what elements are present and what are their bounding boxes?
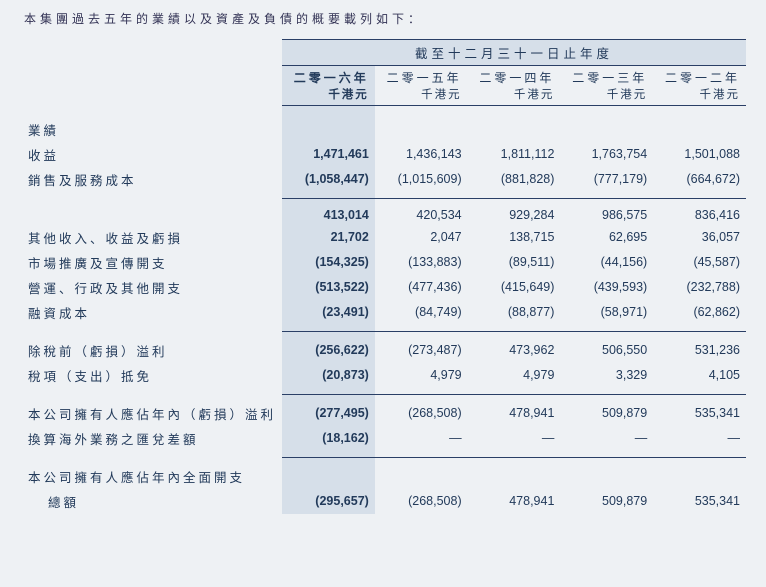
- row-label: 本公司擁有人應佔年內全面開支: [20, 464, 282, 489]
- col-unit-3: 千港元: [566, 86, 647, 102]
- table-cell: 836,416: [653, 205, 746, 225]
- table-cell: 1,763,754: [560, 142, 653, 167]
- table-cell: (1,058,447): [282, 167, 375, 192]
- row-label: 銷售及服務成本: [20, 167, 282, 192]
- table-super-header: 截至十二月三十一日止年度: [282, 40, 746, 66]
- row-label: 總額: [20, 489, 282, 514]
- table-cell: 4,979: [468, 363, 561, 388]
- table-cell: (664,672): [653, 167, 746, 192]
- col-year-1: 二零一五年: [381, 69, 462, 86]
- table-cell: 420,534: [375, 205, 468, 225]
- table-cell: 1,501,088: [653, 142, 746, 167]
- table-cell: 509,879: [560, 489, 653, 514]
- row-section-label: 業績: [20, 106, 282, 142]
- table-cell: 478,941: [468, 489, 561, 514]
- table-cell: (62,862): [653, 300, 746, 325]
- table-cell: 929,284: [468, 205, 561, 225]
- col-unit-1: 千港元: [381, 86, 462, 102]
- table-cell: (477,436): [375, 275, 468, 300]
- table-cell: (84,749): [375, 300, 468, 325]
- row-label: 換算海外業務之匯兌差額: [20, 426, 282, 451]
- row-label: 除稅前（虧損）溢利: [20, 338, 282, 363]
- table-cell: 478,941: [468, 401, 561, 426]
- table-cell: 3,329: [560, 363, 653, 388]
- table-cell: [282, 464, 375, 489]
- row-label: 其他收入、收益及虧損: [20, 225, 282, 250]
- table-cell: —: [560, 426, 653, 451]
- row-label: 本公司擁有人應佔年內（虧損）溢利: [20, 401, 282, 426]
- table-cell: (232,788): [653, 275, 746, 300]
- table-cell: (20,873): [282, 363, 375, 388]
- row-label: 市場推廣及宣傳開支: [20, 250, 282, 275]
- row-label: 稅項（支出）抵免: [20, 363, 282, 388]
- table-cell: (273,487): [375, 338, 468, 363]
- table-cell: 531,236: [653, 338, 746, 363]
- table-cell: (268,508): [375, 401, 468, 426]
- table-cell: 986,575: [560, 205, 653, 225]
- col-year-0: 二零一六年: [288, 69, 369, 86]
- table-cell: 2,047: [375, 225, 468, 250]
- col-unit-2: 千港元: [474, 86, 555, 102]
- row-label: 融資成本: [20, 300, 282, 325]
- intro-text: 本集團過去五年的業績以及資產及負債的概要載列如下：: [24, 10, 746, 27]
- table-cell: (513,522): [282, 275, 375, 300]
- table-cell: 4,979: [375, 363, 468, 388]
- table-cell: 21,702: [282, 225, 375, 250]
- table-cell: (415,649): [468, 275, 561, 300]
- table-cell: 138,715: [468, 225, 561, 250]
- col-unit-0: 千港元: [288, 86, 369, 102]
- table-cell: 413,014: [282, 205, 375, 225]
- table-cell: [560, 464, 653, 489]
- table-cell: (439,593): [560, 275, 653, 300]
- table-cell: 1,436,143: [375, 142, 468, 167]
- table-cell: (133,883): [375, 250, 468, 275]
- table-cell: (881,828): [468, 167, 561, 192]
- table-cell: (277,495): [282, 401, 375, 426]
- table-cell: (268,508): [375, 489, 468, 514]
- table-cell: (154,325): [282, 250, 375, 275]
- table-cell: 473,962: [468, 338, 561, 363]
- table-cell: (295,657): [282, 489, 375, 514]
- table-cell: 1,471,461: [282, 142, 375, 167]
- col-year-4: 二零一二年: [659, 69, 740, 86]
- row-label: 營運、行政及其他開支: [20, 275, 282, 300]
- table-cell: [468, 464, 561, 489]
- table-cell: 506,550: [560, 338, 653, 363]
- table-cell: [653, 464, 746, 489]
- row-label: 收益: [20, 142, 282, 167]
- table-cell: (45,587): [653, 250, 746, 275]
- table-cell: 1,811,112: [468, 142, 561, 167]
- table-cell: (88,877): [468, 300, 561, 325]
- table-cell: (23,491): [282, 300, 375, 325]
- table-cell: 62,695: [560, 225, 653, 250]
- table-cell: (1,015,609): [375, 167, 468, 192]
- col-year-3: 二零一三年: [566, 69, 647, 86]
- table-cell: 535,341: [653, 401, 746, 426]
- table-cell: (18,162): [282, 426, 375, 451]
- table-cell: 4,105: [653, 363, 746, 388]
- table-cell: (44,156): [560, 250, 653, 275]
- col-unit-4: 千港元: [659, 86, 740, 102]
- financial-summary-table: 截至十二月三十一日止年度 二零一六年 千港元 二零一五年 千港元 二零一四年 千…: [20, 39, 746, 514]
- table-cell: (256,622): [282, 338, 375, 363]
- table-cell: (777,179): [560, 167, 653, 192]
- col-year-2: 二零一四年: [474, 69, 555, 86]
- table-cell: [375, 464, 468, 489]
- table-cell: —: [375, 426, 468, 451]
- table-cell: 509,879: [560, 401, 653, 426]
- table-cell: (58,971): [560, 300, 653, 325]
- row-label: [20, 205, 282, 225]
- table-cell: 535,341: [653, 489, 746, 514]
- table-cell: (89,511): [468, 250, 561, 275]
- table-cell: —: [653, 426, 746, 451]
- table-cell: —: [468, 426, 561, 451]
- table-cell: 36,057: [653, 225, 746, 250]
